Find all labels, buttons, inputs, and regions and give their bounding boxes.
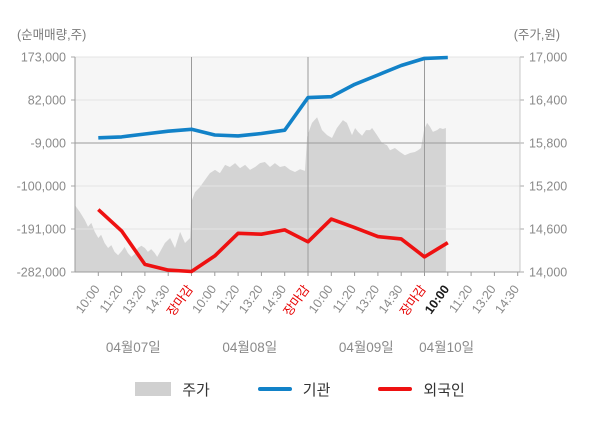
- date-label: 04월08일: [222, 340, 277, 355]
- left-axis-tick-label: -9,000: [31, 137, 66, 151]
- left-axis-tick-label: 82,000: [28, 94, 66, 108]
- date-label: 04월10일: [419, 340, 474, 355]
- left-axis-tick-label: 173,000: [21, 51, 66, 65]
- legend-label-institution: 기관: [302, 381, 331, 399]
- x-label-market-close: 장마감: [281, 282, 313, 319]
- chart-legend: 주가 기관 외국인: [0, 377, 600, 401]
- x-label-market-close: 장마감: [164, 282, 196, 319]
- right-axis-tick-label: 17,000: [529, 51, 567, 65]
- right-axis-title: (주가,원): [513, 28, 560, 42]
- left-axis-tick-label: -191,000: [17, 223, 66, 237]
- legend-item-price: 주가: [135, 379, 210, 400]
- right-axis-tick-label: 15,800: [529, 137, 567, 151]
- x-label-time: 10:00: [306, 282, 336, 316]
- legend-label-foreigner: 외국인: [423, 381, 465, 399]
- price-area: [75, 117, 446, 272]
- date-label: 04월09일: [339, 340, 394, 355]
- x-label-time: 14:30: [492, 282, 522, 316]
- foreigner-line-swatch: [378, 387, 413, 391]
- institution-line-swatch: [257, 387, 292, 391]
- date-label: 04월07일: [106, 340, 161, 355]
- institution-line: [98, 55, 448, 140]
- foreigner-line: [97, 208, 449, 274]
- x-label-market-close: 장마감: [397, 282, 429, 319]
- chart-canvas: 173,000 82,000 -9,000 -100,000 -191,000 -282,…: [17, 51, 568, 356]
- price-area-swatch: [135, 382, 172, 396]
- legend-item-foreigner: 외국인: [378, 379, 465, 400]
- right-axis-tick-label: 14,600: [529, 223, 567, 237]
- x-label-time: 10:00: [422, 283, 452, 317]
- right-axis-tick-label: 14,000: [529, 266, 567, 280]
- x-label-time: 13:20: [469, 282, 499, 316]
- x-label-time: 10:00: [190, 282, 220, 316]
- left-axis-tick-label: -100,000: [17, 180, 66, 194]
- x-label-time: 10:00: [73, 282, 103, 316]
- x-label-time: 13:20: [236, 282, 266, 316]
- left-axis-title: (순매매량,주): [17, 28, 87, 42]
- legend-label-price: 주가: [182, 381, 210, 399]
- right-axis-tick-label: 15,200: [529, 180, 567, 194]
- right-axis-tick-label: 16,400: [529, 94, 567, 108]
- x-label-time: 13:20: [353, 282, 383, 316]
- left-axis-tick-label: -282,000: [17, 266, 66, 280]
- legend-item-institution: 기관: [257, 379, 331, 400]
- x-label-time: 13:20: [120, 282, 150, 316]
